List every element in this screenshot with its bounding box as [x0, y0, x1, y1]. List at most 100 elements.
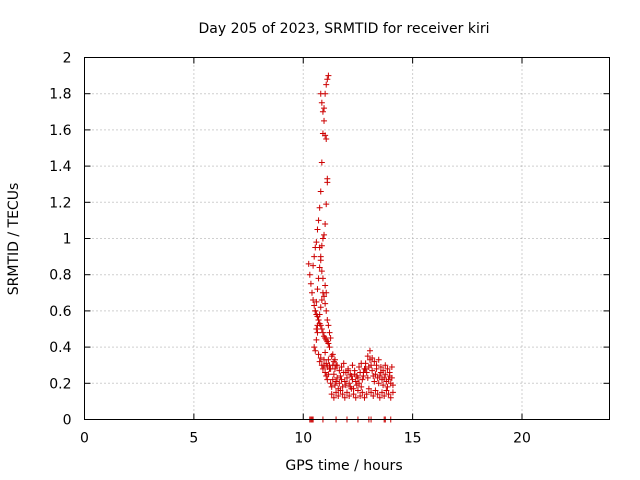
data-point — [337, 387, 344, 394]
data-point — [323, 135, 330, 142]
data-point — [344, 389, 350, 396]
data-point — [339, 383, 346, 390]
data-point — [351, 367, 358, 374]
y-tick-label: 0 — [63, 413, 72, 429]
data-point — [388, 364, 395, 371]
data-point — [380, 367, 387, 374]
data-point — [388, 374, 395, 381]
data-point — [335, 392, 342, 399]
data-point — [321, 231, 328, 238]
data-point — [316, 358, 323, 365]
data-point — [379, 389, 385, 396]
data-point — [353, 373, 360, 380]
data-point — [380, 382, 387, 389]
data-point — [322, 349, 329, 356]
data-point — [325, 72, 332, 79]
data-point — [358, 360, 365, 367]
data-point — [331, 365, 338, 372]
data-point — [329, 351, 336, 358]
data-point — [338, 376, 345, 383]
data-point — [312, 347, 319, 354]
y-tick-label: 0.2 — [49, 376, 71, 392]
data-point — [373, 362, 380, 369]
data-point — [330, 371, 337, 378]
data-point — [336, 380, 343, 387]
data-point — [321, 293, 328, 300]
data-point — [318, 326, 325, 332]
y-tick-label: 2 — [63, 51, 72, 67]
data-point — [349, 376, 356, 383]
data-point — [369, 367, 376, 374]
data-points — [305, 72, 396, 423]
data-point — [339, 391, 346, 398]
data-point — [318, 297, 325, 304]
data-point — [364, 374, 371, 381]
axis-ticks — [84, 57, 610, 420]
data-point — [314, 226, 321, 233]
data-point — [327, 335, 334, 342]
data-point — [366, 347, 373, 354]
data-point — [337, 373, 344, 380]
data-point — [318, 268, 325, 275]
data-point — [313, 326, 320, 332]
y-tick-label: 0.6 — [49, 304, 71, 320]
data-point — [315, 351, 322, 358]
data-point — [322, 300, 329, 307]
data-point — [333, 378, 340, 385]
data-point — [374, 391, 381, 398]
data-point — [342, 369, 349, 376]
data-point — [325, 340, 332, 347]
data-point — [346, 380, 353, 387]
data-point — [360, 369, 367, 376]
data-point — [319, 329, 326, 336]
data-point — [326, 365, 333, 372]
y-tick-label: 1.4 — [49, 159, 71, 175]
data-point — [324, 316, 331, 323]
plot-frame — [84, 57, 610, 420]
data-point — [309, 289, 315, 296]
data-point — [331, 356, 338, 363]
data-point — [370, 392, 377, 399]
data-point — [383, 387, 390, 394]
data-point — [381, 374, 388, 381]
data-point — [319, 275, 326, 282]
data-point — [348, 385, 355, 392]
data-point — [389, 389, 396, 396]
y-tick-label: 1.6 — [49, 123, 71, 139]
data-point — [381, 392, 388, 399]
data-point — [356, 364, 363, 371]
data-point — [315, 217, 322, 224]
data-point — [369, 354, 376, 361]
data-point — [321, 117, 328, 124]
data-point — [346, 392, 353, 399]
data-point — [313, 298, 320, 305]
data-point — [322, 221, 329, 228]
data-point — [362, 365, 369, 372]
data-point — [375, 380, 382, 387]
y-tick-label: 1 — [63, 232, 72, 248]
data-point — [364, 353, 371, 360]
data-point — [322, 282, 329, 289]
data-point — [313, 239, 320, 246]
y-tick-label: 1.2 — [49, 195, 71, 211]
data-point — [365, 385, 372, 392]
data-point — [342, 382, 349, 389]
y-tick-label: 0.4 — [49, 340, 71, 356]
data-point — [317, 257, 324, 264]
data-point — [341, 394, 348, 401]
data-point — [345, 365, 352, 372]
y-tick-labels: 0 0.2 0.4 0.6 0.8 1 1.2 1.4 1.6 1.8 2 — [49, 51, 71, 429]
data-point — [314, 286, 321, 293]
data-point — [317, 188, 324, 195]
data-point — [350, 391, 357, 398]
data-point — [375, 356, 382, 363]
data-point — [358, 383, 365, 390]
data-point — [376, 394, 383, 401]
data-point — [385, 391, 392, 398]
data-point — [325, 356, 332, 363]
data-point — [347, 371, 354, 378]
grid — [84, 57, 610, 420]
data-point — [326, 329, 333, 336]
data-point — [371, 358, 378, 365]
